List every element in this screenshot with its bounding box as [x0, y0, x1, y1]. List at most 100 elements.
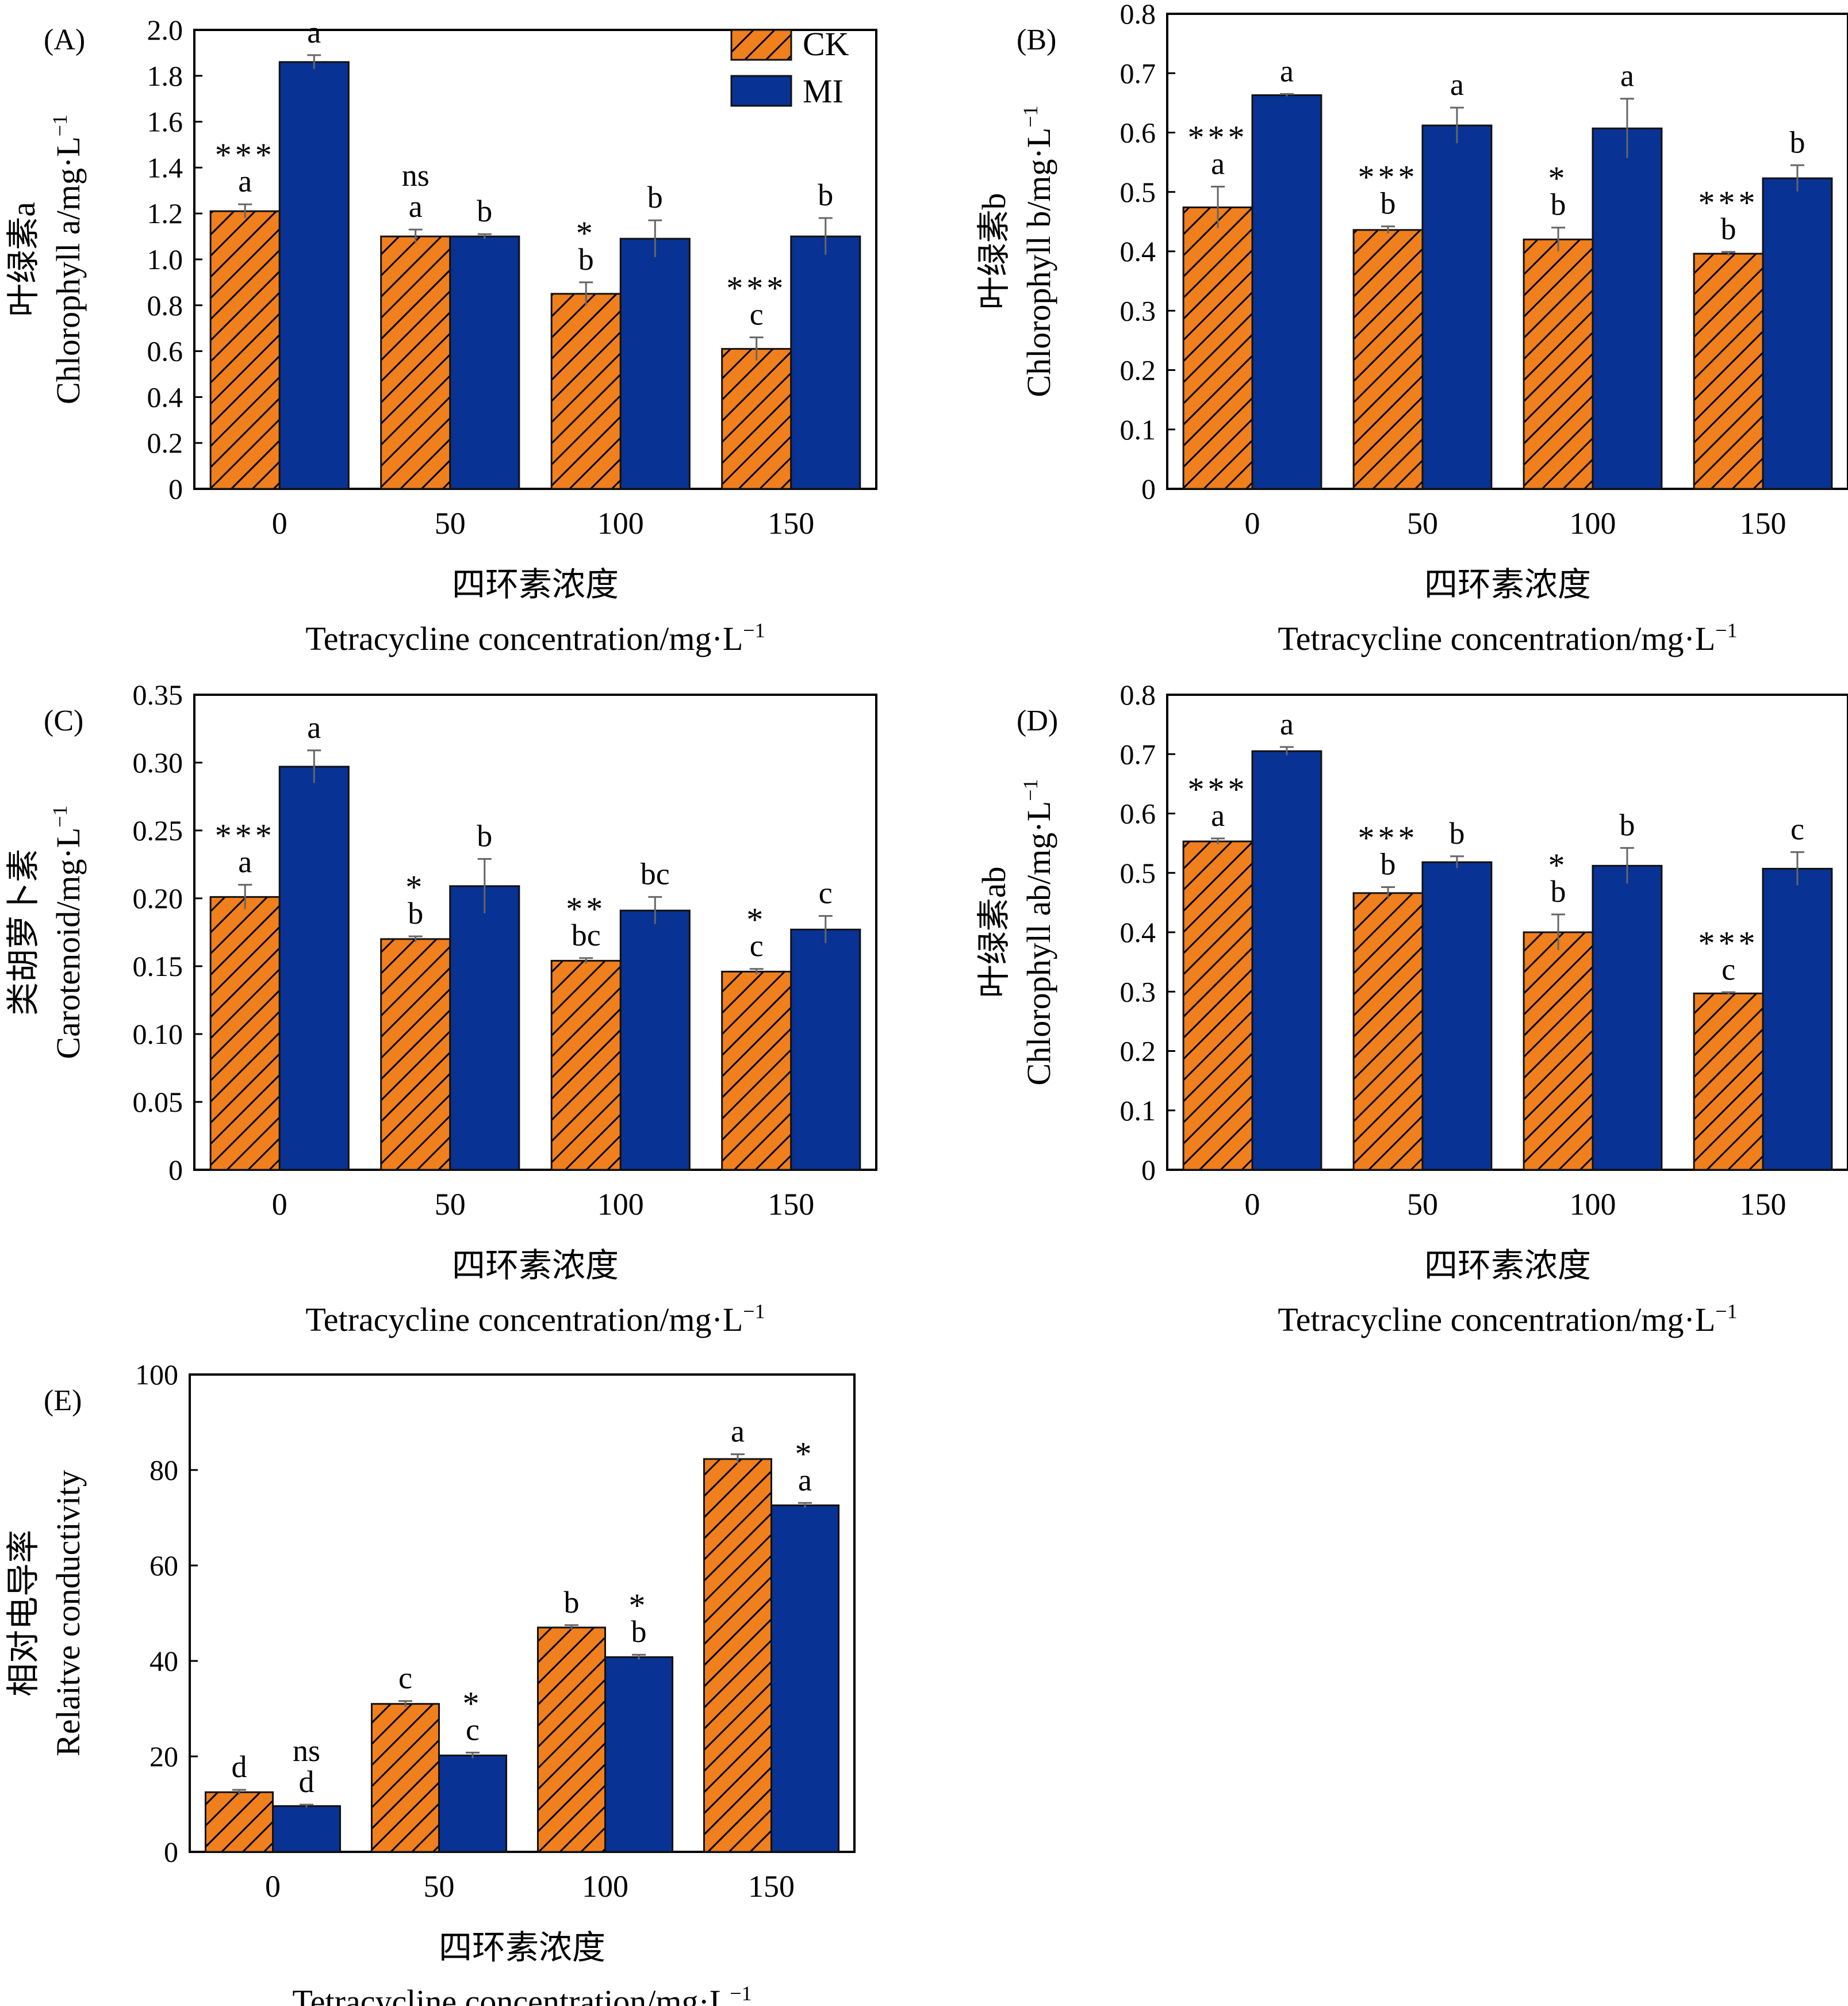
bar-ck-50 — [1352, 229, 1424, 490]
y-tick-label: 0.05 — [133, 1086, 183, 1118]
y-tick-label: 0.2 — [1120, 1035, 1156, 1067]
bar-ck-50 — [1352, 892, 1424, 1171]
significance-letter: a — [238, 844, 252, 879]
significance-letter: a — [238, 164, 252, 198]
y-axis-label-cn: 叶绿素b — [975, 193, 1013, 309]
significance-letter: a — [1211, 146, 1225, 181]
x-axis-label-cn: 四环素浓度 — [1424, 566, 1591, 603]
bar-mi-150 — [1762, 868, 1833, 1171]
panel-B: 00.10.20.30.40.50.60.70.8a***a0b***a50b*… — [975, 0, 1848, 657]
legend-label-mi: MI — [803, 72, 844, 110]
bar-mi-0 — [278, 61, 350, 490]
y-tick-label: 0.3 — [1120, 975, 1156, 1008]
y-tick-label: 1.6 — [147, 106, 183, 138]
y-tick-label: 1.4 — [147, 151, 183, 183]
bar-ck-0 — [1182, 840, 1253, 1171]
bar-mi-0 — [1251, 750, 1322, 1171]
bar-mi-100 — [1592, 864, 1663, 1171]
legend-swatch-mi — [730, 75, 792, 107]
bar-mi-100 — [1592, 127, 1663, 490]
panels: 00.20.40.60.81.01.21.41.61.82.0a***a0ans… — [5, 0, 1848, 2006]
significance-letter: b — [563, 1585, 579, 1620]
y-tick-label: 0.4 — [1120, 235, 1156, 267]
x-axis-label-en: Tetracycline concentration/mg·L−1 — [305, 619, 765, 657]
significance-mark: * — [795, 1435, 815, 1472]
significance-letter: a — [1280, 53, 1294, 88]
y-tick-label: 0 — [168, 1154, 183, 1186]
bar-mi-50 — [1421, 861, 1493, 1171]
significance-letter: c — [466, 1712, 480, 1747]
x-axis-label-cn: 四环素浓度 — [1424, 1247, 1591, 1284]
significance-letter: a — [1450, 67, 1464, 102]
significance-letter: c — [819, 876, 833, 910]
significance-mark: *** — [726, 270, 787, 307]
significance-mark: ns — [293, 1733, 320, 1768]
y-axis-label-en: Chlorophyll b/mg·L−1 — [1019, 105, 1057, 397]
significance-letter: b — [647, 180, 663, 215]
panel-A: 00.20.40.60.81.01.21.41.61.82.0a***a0ans… — [5, 14, 877, 657]
significance-letter: b — [1551, 187, 1566, 222]
significance-mark: * — [629, 1587, 649, 1624]
x-tick-label: 0 — [272, 506, 287, 541]
significance-letter: b — [408, 896, 423, 931]
significance-letter: c — [1791, 812, 1804, 847]
y-tick-label: 100 — [135, 1358, 178, 1391]
significance-letter: c — [750, 297, 764, 332]
bar-ck-100 — [550, 293, 622, 490]
significance-letter: c — [750, 929, 764, 963]
significance-mark: *** — [1188, 771, 1248, 808]
significance-mark: * — [463, 1685, 483, 1722]
panel-label: (A) — [44, 24, 85, 56]
legend-label-ck: CK — [803, 25, 849, 63]
bar-ck-150 — [1693, 252, 1764, 490]
x-tick-label: 50 — [435, 1187, 466, 1222]
x-tick-label: 50 — [424, 1869, 455, 1904]
plot-frame — [189, 1373, 856, 1853]
significance-letter: d — [231, 1749, 247, 1784]
bar-ck-50 — [370, 1703, 440, 1853]
significance-letter: bc — [572, 918, 601, 952]
significance-mark: *** — [1358, 159, 1418, 196]
x-tick-label: 100 — [1570, 1187, 1616, 1222]
significance-letter: bc — [641, 857, 670, 891]
bar-mi-50 — [1421, 124, 1493, 490]
bar-mi-50 — [449, 885, 520, 1171]
panel-label: (C) — [44, 705, 83, 737]
y-tick-label: 20 — [149, 1740, 178, 1773]
x-tick-label: 0 — [272, 1187, 287, 1222]
plot-frame — [193, 694, 877, 1171]
x-tick-label: 100 — [597, 1187, 644, 1222]
significance-mark: *** — [215, 136, 275, 174]
significance-mark: *** — [1358, 820, 1418, 857]
bar-mi-0 — [272, 1805, 342, 1853]
y-tick-label: 0.15 — [133, 950, 183, 982]
y-tick-label: 0 — [1141, 473, 1156, 505]
bar-mi-100 — [604, 1656, 674, 1853]
significance-mark: *** — [1699, 924, 1759, 962]
x-axis-label-cn: 四环素浓度 — [452, 1247, 619, 1284]
x-tick-label: 50 — [1407, 506, 1438, 541]
x-tick-label: 0 — [265, 1869, 281, 1904]
bar-ck-50 — [380, 235, 451, 490]
bar-mi-150 — [770, 1504, 840, 1853]
bar-mi-50 — [449, 235, 520, 490]
bar-mi-100 — [619, 238, 691, 490]
bar-mi-0 — [278, 765, 350, 1171]
y-tick-label: 0.8 — [1120, 0, 1156, 30]
significance-mark: *** — [215, 817, 275, 854]
bar-mi-100 — [619, 909, 691, 1171]
y-tick-label: 0.20 — [133, 882, 183, 914]
panel-label: (E) — [44, 1384, 82, 1417]
x-axis-label-en: Tetracycline concentration/mg·L−1 — [1278, 619, 1737, 657]
bar-ck-150 — [721, 348, 792, 490]
bar-mi-0 — [1251, 94, 1322, 490]
bar-mi-150 — [790, 235, 861, 490]
y-axis-label-en: Chlorophyll a/mg·L−1 — [48, 114, 87, 404]
significance-letter: b — [1381, 847, 1396, 882]
significance-letter: a — [1620, 59, 1634, 93]
significance-mark: * — [405, 868, 425, 906]
significance-mark: * — [746, 901, 766, 939]
y-tick-label: 60 — [149, 1549, 178, 1582]
y-tick-label: 0.4 — [1120, 916, 1156, 948]
